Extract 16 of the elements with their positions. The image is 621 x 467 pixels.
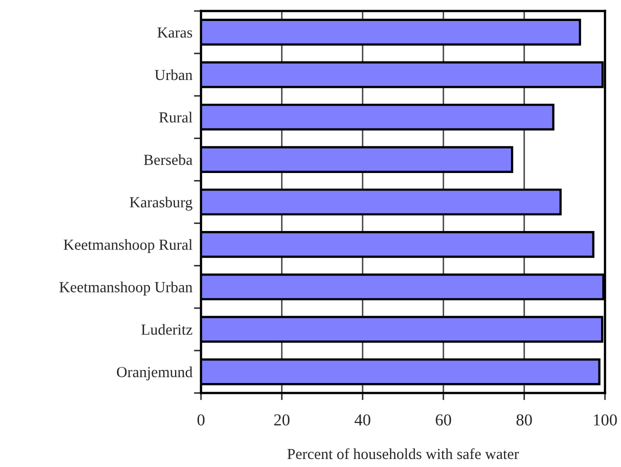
y-tick-label: Luderitz bbox=[141, 324, 192, 335]
y-tick-label: Rural bbox=[159, 112, 192, 123]
y-tick-label: Urban bbox=[154, 69, 192, 80]
x-tick-label: 40 bbox=[354, 414, 370, 426]
x-tick-label: 60 bbox=[436, 414, 452, 426]
y-tick-label: Keetmanshoop Rural bbox=[64, 239, 192, 253]
x-tick-label: 100 bbox=[594, 414, 617, 426]
y-tick-label: Berseba bbox=[144, 154, 192, 166]
x-axis-title: Percent of households with safe water bbox=[287, 448, 519, 460]
x-tick-label: 0 bbox=[197, 414, 205, 426]
y-tick-label: Keetmanshoop Urban bbox=[59, 282, 192, 296]
x-tick-label: 80 bbox=[516, 414, 532, 426]
y-tick-label: Karas bbox=[157, 28, 192, 38]
x-tick-label: 20 bbox=[274, 414, 290, 426]
y-tick-label: Oranjemund bbox=[116, 366, 192, 380]
y-tick-label: Karasburg bbox=[130, 196, 192, 211]
